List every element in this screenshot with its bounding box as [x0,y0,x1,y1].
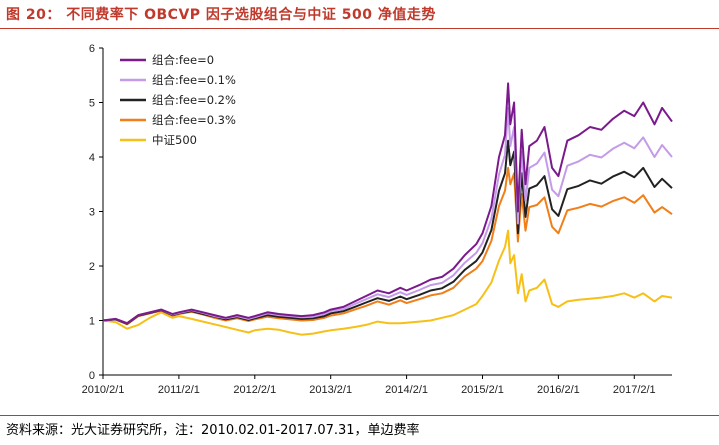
x-tick-label: 2012/2/1 [233,384,276,396]
x-tick-label: 2017/2/1 [613,384,656,396]
x-tick-label: 2014/2/1 [385,384,428,396]
figure-title: 图 20： 不同费率下 OBCVP 因子选股组合与中证 500 净值走势 [6,7,436,23]
legend-label-3: 组合:fee=0.3% [152,113,236,127]
series-line-4 [102,229,673,336]
net-value-line-chart: 0 1 2 3 4 5 6 2010/2/1 2011/2/1 2012/2/1 2013/2/1 2… [82,43,673,396]
y-tick-label: 5 [89,98,95,110]
y-tick-label: 1 [89,316,95,328]
legend-label-2: 组合:fee=0.2% [152,93,236,107]
source-divider [0,415,719,416]
chart-container: 0 1 2 3 4 5 6 2010/2/1 2011/2/1 2012/2/1 2013/2/1 2… [0,30,719,415]
title-divider [0,28,719,29]
source-note: 资料来源：光大证券研究所，注：2010.02.01-2017.07.31，单边费… [6,423,420,438]
legend-label-0: 组合:fee=0 [152,53,214,67]
x-tick-label: 2015/2/1 [461,384,504,396]
y-tick-label: 3 [89,207,95,219]
legend-label-4: 中证500 [152,133,197,147]
y-tick-label: 2 [89,261,95,273]
x-tick-label: 2013/2/1 [309,384,352,396]
y-tick-label: 4 [89,152,95,164]
y-tick-label: 6 [89,43,95,55]
series-line-0 [102,82,673,325]
series-line-3 [102,166,673,326]
x-tick-label: 2011/2/1 [158,384,200,396]
y-tick-label: 0 [89,370,95,382]
x-tick-label: 2016/2/1 [537,384,580,396]
legend-label-1: 组合:fee=0.1% [152,73,236,87]
x-tick-label: 2010/2/1 [82,384,125,396]
